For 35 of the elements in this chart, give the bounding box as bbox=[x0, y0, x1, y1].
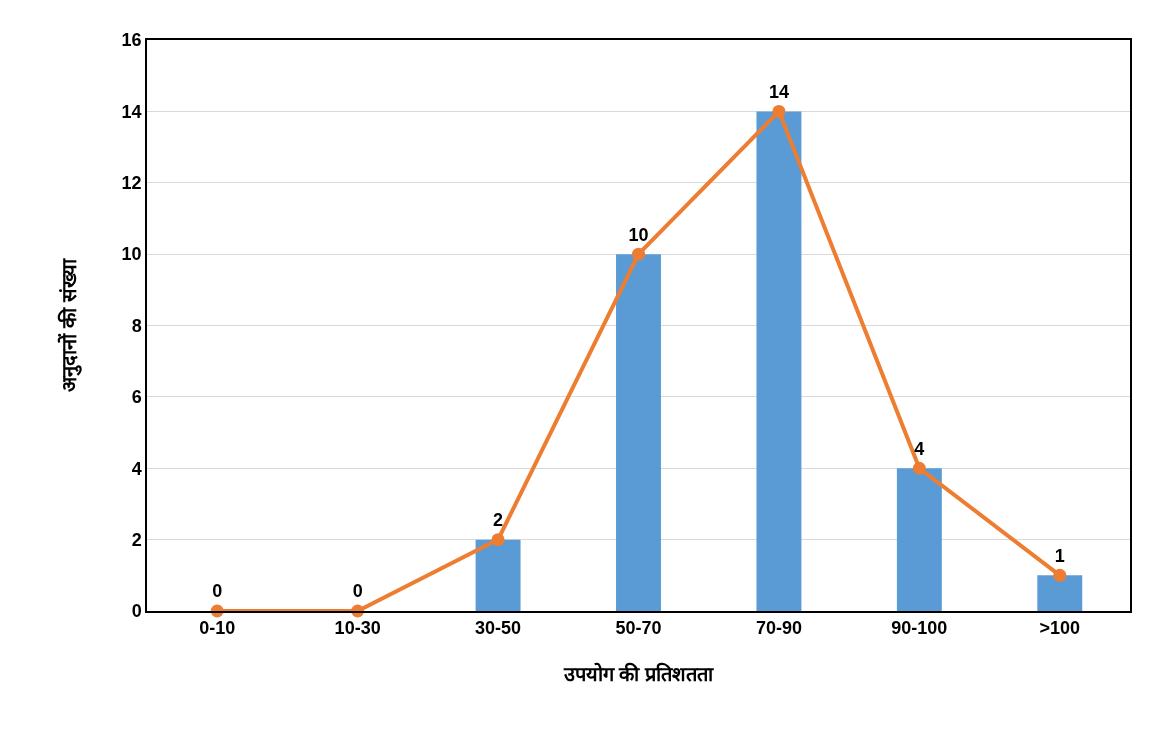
y-tick-label: 6 bbox=[131, 387, 142, 408]
data-label: 10 bbox=[628, 224, 649, 245]
y-tick-label: 4 bbox=[131, 458, 142, 479]
x-tick-label: 0-10 bbox=[199, 618, 236, 639]
point bbox=[772, 104, 786, 118]
bar bbox=[616, 254, 661, 611]
y-tick-label: 0 bbox=[131, 601, 142, 622]
point bbox=[491, 533, 505, 547]
y-tick-label: 16 bbox=[121, 30, 142, 51]
data-label: 1 bbox=[1054, 545, 1065, 566]
y-tick-label: 8 bbox=[131, 315, 142, 336]
bar bbox=[475, 539, 521, 611]
y-tick-label: 2 bbox=[131, 529, 142, 550]
x-tick-label: 30-50 bbox=[475, 618, 522, 639]
point bbox=[912, 461, 926, 475]
data-label: 14 bbox=[768, 81, 789, 102]
point bbox=[632, 247, 645, 261]
data-label: 0 bbox=[212, 581, 223, 602]
point bbox=[1053, 568, 1067, 582]
x-axis-title: उपयोग की प्रतिशतता bbox=[562, 662, 715, 686]
y-tick-label: 12 bbox=[121, 173, 142, 194]
data-label: 4 bbox=[914, 438, 925, 459]
y-tick-label: 14 bbox=[121, 101, 142, 122]
bar bbox=[896, 468, 942, 611]
data-label: 0 bbox=[352, 581, 363, 602]
y-tick-label: 10 bbox=[121, 244, 142, 265]
bar bbox=[1037, 575, 1083, 611]
bar bbox=[756, 111, 802, 611]
x-tick-label: 90-100 bbox=[891, 618, 948, 639]
data-label: 2 bbox=[493, 510, 504, 531]
x-tick-label: >100 bbox=[1039, 618, 1081, 639]
x-tick-label: 10-30 bbox=[334, 618, 381, 639]
x-tick-label: 70-90 bbox=[755, 618, 802, 639]
y-axis-title: अनुदानों की संख्या bbox=[56, 258, 82, 392]
x-tick-label: 50-70 bbox=[615, 618, 662, 639]
